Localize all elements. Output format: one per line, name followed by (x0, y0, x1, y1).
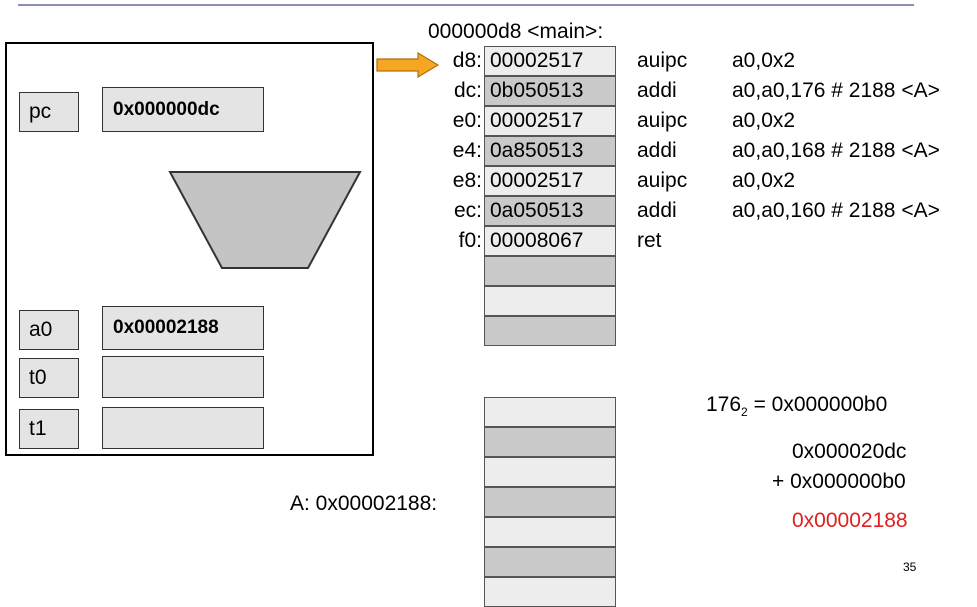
instruction-code: 00002517 (484, 46, 616, 76)
data-memory-cell (484, 457, 616, 487)
instruction-address: e8: (452, 169, 482, 192)
instruction-op: auipc (637, 109, 688, 132)
data-memory-cell (484, 397, 616, 427)
data-label-A: A: 0x00002188: (290, 492, 438, 515)
memory-cell-empty (484, 256, 616, 286)
data-memory-cell (484, 427, 616, 457)
sum-result: 0x00002188 (792, 509, 908, 532)
register-label-a0: a0 (19, 310, 79, 350)
decimal-conversion: 1762 = 0x000000b0 (706, 393, 887, 419)
instruction-code: 0a050513 (484, 196, 616, 226)
instruction-op: auipc (637, 169, 688, 192)
instruction-op: addi (637, 139, 677, 162)
memory-cell-empty (484, 316, 616, 346)
instruction-address: dc: (453, 79, 482, 102)
instruction-code: 00008067 (484, 226, 616, 256)
data-memory-cell (484, 487, 616, 517)
instruction-args: a0,0x2 (732, 109, 796, 132)
page-number: 35 (903, 560, 917, 574)
instruction-code: 00002517 (484, 106, 616, 136)
register-label-t0: t0 (19, 358, 79, 398)
data-memory-cell (484, 547, 616, 577)
base-subscript: 2 (741, 405, 748, 420)
register-value-a0: 0x00002188 (102, 306, 264, 350)
instruction-address: e0: (452, 109, 482, 132)
instruction-op: addi (637, 79, 677, 102)
instruction-args: a0,a0,168 # 2188 <A> (732, 139, 940, 162)
instruction-op: auipc (637, 49, 688, 72)
instruction-op: addi (637, 199, 677, 222)
addend-one: 0x000020dc (792, 440, 907, 463)
instruction-args: a0,a0,160 # 2188 <A> (732, 199, 940, 222)
instruction-args: a0,0x2 (732, 49, 796, 72)
register-value-t1 (102, 407, 264, 449)
instruction-address: f0: (458, 229, 482, 252)
register-label-pc: pc (19, 92, 79, 132)
data-memory-cell (484, 517, 616, 547)
instruction-args: a0,a0,176 # 2188 <A> (732, 79, 940, 102)
function-label: 000000d8 <main>: (428, 20, 604, 43)
instruction-code: 0a850513 (484, 136, 616, 166)
title-rule (18, 4, 914, 6)
hex-equivalent: = 0x000000b0 (753, 393, 888, 416)
pc-arrow-icon (376, 52, 440, 78)
instruction-args: a0,0x2 (732, 169, 796, 192)
instruction-code: 00002517 (484, 166, 616, 196)
data-memory-cell (484, 577, 616, 607)
decimal-value: 176 (706, 393, 742, 416)
register-value-t0 (102, 356, 264, 398)
memory-cell-empty (484, 286, 616, 316)
instruction-address: ec: (453, 199, 482, 222)
instruction-op: ret (637, 229, 662, 252)
instruction-code: 0b050513 (484, 76, 616, 106)
register-label-t1: t1 (19, 409, 79, 449)
alu-shape (168, 171, 362, 269)
register-value-pc: 0x000000dc (102, 87, 264, 132)
addend-two: + 0x000000b0 (772, 470, 906, 493)
instruction-address: d8: (452, 49, 482, 72)
instruction-address: e4: (452, 139, 482, 162)
